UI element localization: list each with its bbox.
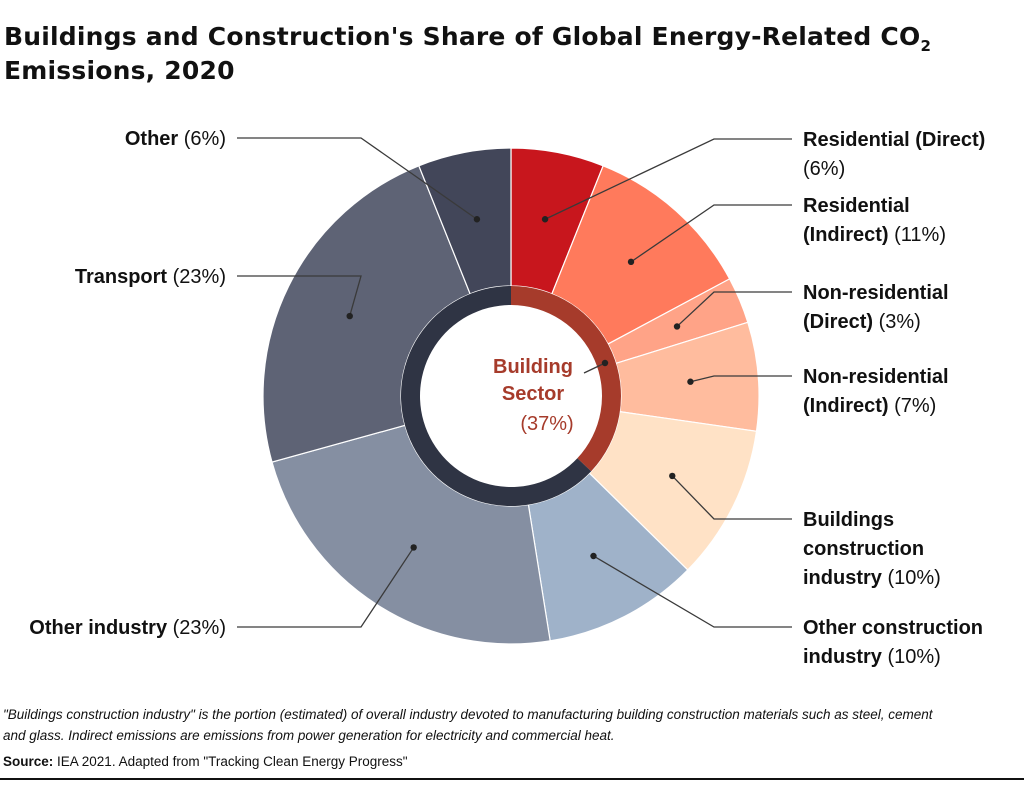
label-other-construction-industry: Other construction industry (10%) [803, 617, 983, 668]
label-bold-non-residential-indirect: Non-residential [803, 366, 949, 388]
label-bold-buildings-construction-industry: Buildings [803, 509, 894, 531]
label-value-buildings-construction-industry: (10%) [882, 567, 941, 589]
footnote-line2: and glass. Indirect emissions are emissi… [3, 728, 615, 743]
center-dot [601, 359, 609, 367]
label-bold-buildings-construction-industry: construction [803, 538, 924, 560]
chart-title: Buildings and Construction's Share of Gl… [4, 20, 1014, 88]
leader-buildings-construction-industry [671, 475, 792, 520]
label-non-residential-direct: Non-residential (Direct) (3%) [803, 282, 949, 333]
label-value-non-residential-direct: (3%) [873, 311, 921, 333]
inner-ring-building-sector [511, 286, 621, 472]
label-value-transport: (23%) [167, 266, 226, 288]
source-note: Source: IEA 2021. Adapted from "Tracking… [3, 752, 408, 772]
label-bold-non-residential-direct: (Direct) [803, 311, 873, 333]
label-bold-residential-indirect: Residential [803, 195, 910, 217]
label-transport: Transport (23%) [75, 266, 226, 288]
label-bold-non-residential-direct: Non-residential [803, 282, 949, 304]
label-bold-non-residential-indirect: (Indirect) [803, 395, 889, 417]
footnote-line1: "Buildings construction industry" is the… [3, 707, 933, 722]
leader-residential-direct [544, 138, 792, 220]
leader-non-residential-indirect [690, 375, 792, 383]
inner-ring-non-building [400, 286, 592, 506]
center-leader [583, 362, 606, 374]
title-subscript: 2 [920, 37, 932, 55]
center-label-value: (37%) [520, 413, 573, 435]
label-other: Other (6%) [125, 128, 226, 150]
label-bold-other: Other [125, 128, 179, 150]
title-line1: Buildings and Construction's Share of Gl… [4, 22, 921, 51]
label-residential-indirect: Residential (Indirect) (11%) [803, 195, 946, 246]
label-value-non-residential-indirect: (7%) [889, 395, 937, 417]
source-label: Source: [3, 754, 54, 769]
label-value-residential-direct: (6%) [803, 158, 845, 180]
label-buildings-construction-industry: Buildings construction industry (10%) [803, 509, 941, 589]
dot-other [473, 216, 481, 223]
label-value-other: (6%) [178, 128, 226, 150]
label-bold-residential-indirect: (Indirect) [803, 224, 889, 246]
label-bold-other-industry: Other industry [29, 617, 168, 639]
footnote: "Buildings construction industry" is the… [3, 704, 1024, 746]
dot-non-residential-direct [673, 323, 681, 330]
dot-transport [346, 312, 353, 320]
label-residential-direct: Residential (Direct) (6%) [803, 129, 985, 180]
dot-non-residential-indirect [687, 378, 694, 385]
label-other-industry: Other industry (23%) [29, 617, 226, 639]
dot-buildings-construction-industry [669, 472, 676, 480]
label-bold-other-construction-industry: industry [803, 646, 883, 668]
leader-other-industry [237, 547, 415, 628]
label-bold-other-construction-industry: Other construction [803, 617, 983, 639]
center-label-line2: Sector [502, 383, 564, 405]
dot-other-industry [410, 544, 417, 551]
label-bold-buildings-construction-industry: industry [803, 567, 883, 589]
leader-non-residential-direct [676, 291, 792, 327]
donut-chart: Residential (Direct) (6%) Residential (Indi… [29, 128, 985, 668]
leader-other-construction-industry [593, 555, 792, 628]
leader-transport [237, 275, 362, 317]
slice-other-industry [271, 424, 551, 645]
label-value-other-industry: (23%) [167, 617, 226, 639]
leader-other [237, 137, 478, 220]
label-bold-residential-direct: Residential (Direct) [803, 129, 985, 151]
title-line2: Emissions, 2020 [4, 56, 235, 85]
source-text: IEA 2021. Adapted from "Tracking Clean E… [53, 754, 408, 769]
dot-residential-indirect [627, 258, 635, 266]
label-value-other-construction-industry: (10%) [882, 646, 941, 668]
dot-other-construction-industry [590, 552, 597, 560]
label-value-residential-indirect: (11%) [889, 224, 946, 246]
label-bold-transport: Transport [75, 266, 168, 288]
dot-residential-direct [541, 216, 549, 223]
bottom-rule [0, 778, 1024, 780]
leader-residential-indirect [630, 204, 792, 263]
center-label-line1: Building [493, 356, 573, 378]
label-non-residential-indirect: Non-residential (Indirect) (7%) [803, 366, 949, 417]
